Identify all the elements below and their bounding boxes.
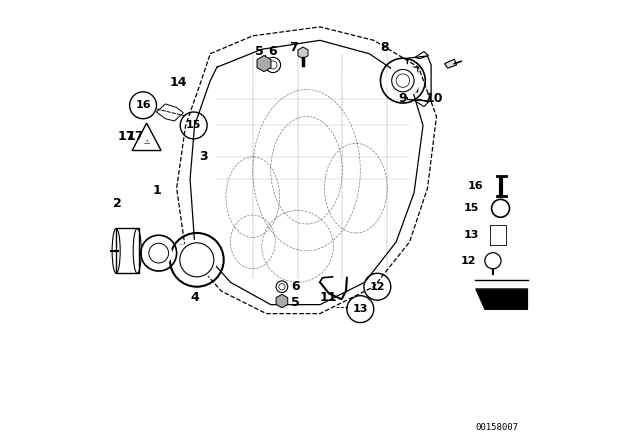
- Text: 4: 4: [190, 291, 199, 305]
- Text: 11: 11: [319, 291, 337, 305]
- Text: 7: 7: [289, 40, 298, 54]
- Text: 14: 14: [169, 76, 187, 90]
- Text: 15: 15: [186, 121, 202, 130]
- Circle shape: [386, 64, 420, 98]
- Text: 12: 12: [460, 256, 476, 266]
- Text: 5: 5: [255, 45, 264, 58]
- Text: 12: 12: [369, 282, 385, 292]
- Text: 2: 2: [113, 197, 122, 211]
- Text: 5: 5: [291, 296, 300, 309]
- Text: 17: 17: [118, 130, 135, 143]
- Circle shape: [177, 240, 217, 280]
- Text: 13: 13: [463, 230, 479, 240]
- Text: 3: 3: [199, 150, 208, 164]
- Text: 15: 15: [463, 203, 479, 213]
- Text: 16: 16: [468, 181, 484, 191]
- Text: 6: 6: [269, 45, 277, 58]
- Text: 6: 6: [291, 280, 300, 293]
- Polygon shape: [276, 294, 288, 308]
- Text: 16: 16: [135, 100, 151, 110]
- Polygon shape: [445, 59, 457, 68]
- Text: 8: 8: [381, 40, 389, 54]
- Polygon shape: [257, 56, 271, 72]
- Text: 13: 13: [353, 304, 368, 314]
- Text: 00158007: 00158007: [476, 423, 518, 432]
- Text: 9: 9: [399, 92, 407, 105]
- Text: 10: 10: [426, 92, 443, 105]
- Circle shape: [145, 240, 172, 267]
- Polygon shape: [476, 289, 527, 309]
- Polygon shape: [298, 47, 308, 59]
- Text: ⚠: ⚠: [143, 139, 150, 145]
- Text: 1: 1: [152, 184, 161, 197]
- Text: 17: 17: [126, 130, 144, 143]
